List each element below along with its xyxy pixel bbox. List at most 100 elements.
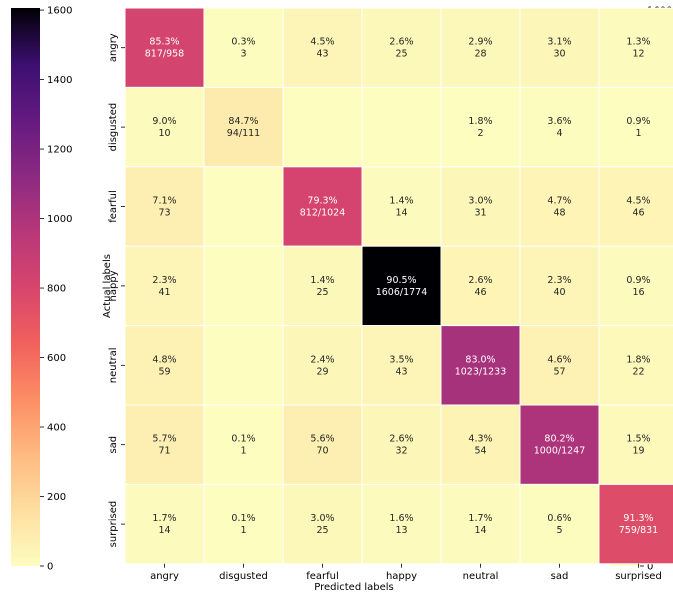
cell-percent-label: 4.6% (547, 354, 571, 365)
heatmap-cell (282, 404, 363, 485)
heatmap-cell (203, 325, 284, 406)
x-axis-label: Predicted labels (314, 582, 394, 593)
x-tick-label: angry (150, 571, 179, 582)
heatmap-cell (124, 7, 205, 88)
cell-percent-label: 1.7% (152, 513, 176, 524)
cell-count-label: 32 (395, 446, 407, 457)
heatmap-cell (124, 245, 205, 327)
cell-count-label: 1 (635, 128, 641, 139)
heatmap-cell (598, 7, 673, 88)
heatmap-cell (203, 166, 284, 247)
colorbar-gradient (11, 8, 40, 566)
x-tick-label: surprised (615, 571, 662, 582)
cell-percent-label: 84.7% (228, 116, 258, 127)
heatmap-cell (282, 483, 363, 565)
heatmap-cell (203, 86, 284, 168)
cell-count-label: 14 (395, 208, 407, 219)
colorbar-tick-label: 1600 (47, 6, 72, 17)
cell-count-label: 54 (474, 446, 486, 457)
heatmap-cell (124, 166, 205, 247)
y-tick-label: angry (108, 33, 119, 62)
colorbar-tick-label: 800 (47, 284, 66, 295)
colorbar-tick-label: 1000 (47, 214, 72, 225)
colorbar-tick-label: 200 (47, 492, 66, 503)
cell-count-label: 40 (553, 287, 565, 298)
cell-count-label: 1 (240, 446, 246, 457)
cell-percent-label: 80.2% (544, 434, 574, 445)
heatmap-cell (124, 86, 205, 168)
heatmap-cell (203, 245, 284, 327)
cell-count-label: 30 (553, 49, 565, 60)
heatmap-cell (203, 7, 284, 88)
heatmap-cell (598, 166, 673, 247)
cell-count-label: 25 (316, 525, 328, 536)
heatmap-cell (282, 166, 363, 247)
y-tick-label: sad (108, 436, 119, 454)
heatmap-cell (598, 325, 673, 406)
heatmap-cell (440, 325, 521, 406)
cell-count-label: 46 (632, 208, 644, 219)
cell-count-label: 759/831 (619, 525, 658, 536)
heatmap-cell (598, 86, 673, 168)
cell-count-label: 1 (240, 525, 246, 536)
cell-percent-label: 1.8% (626, 354, 650, 365)
cell-count-label: 10 (158, 128, 170, 139)
cell-count-label: 14 (158, 525, 170, 536)
cell-count-label: 43 (316, 49, 328, 60)
cell-count-label: 16 (632, 287, 644, 298)
cell-count-label: 25 (395, 49, 407, 60)
cell-percent-label: 9.0% (152, 116, 176, 127)
cell-percent-label: 4.5% (310, 37, 334, 48)
colorbar-tick-label: 600 (47, 353, 66, 364)
cell-percent-label: 1.4% (389, 196, 413, 207)
cell-count-label: 46 (474, 287, 486, 298)
cell-count-label: 1000/1247 (534, 446, 586, 457)
x-tick-label: sad (551, 571, 569, 582)
cell-percent-label: 85.3% (149, 37, 179, 48)
cell-percent-label: 5.7% (152, 434, 176, 445)
cell-percent-label: 0.6% (547, 513, 571, 524)
cell-percent-label: 2.6% (468, 275, 492, 286)
y-tick-label: disgusted (108, 103, 119, 152)
heatmap-cell (519, 404, 600, 485)
heatmap-cell (361, 86, 442, 168)
y-tick-label: fearful (108, 190, 119, 223)
heatmap-cell (282, 7, 363, 88)
cell-count-label: 14 (474, 525, 486, 536)
cell-percent-label: 2.6% (389, 37, 413, 48)
heatmap-cell (519, 166, 600, 247)
cell-count-label: 5 (556, 525, 562, 536)
heatmap-cell (361, 404, 442, 485)
cell-percent-label: 91.3% (623, 513, 653, 524)
cell-percent-label: 0.1% (231, 434, 255, 445)
cell-percent-label: 3.5% (389, 354, 413, 365)
cell-count-label: 3 (240, 49, 246, 60)
heatmap-cell (361, 483, 442, 565)
cell-percent-label: 4.3% (468, 434, 492, 445)
cell-count-label: 4 (556, 128, 562, 139)
cell-count-label: 1606/1774 (376, 287, 428, 298)
cell-percent-label: 4.5% (626, 196, 650, 207)
x-axis-ticks: angry disgusted fearful happy neutral sad surp… (150, 563, 662, 582)
cell-percent-label: 3.6% (547, 116, 571, 127)
heatmap-cell (361, 325, 442, 406)
cell-count-label: 29 (316, 366, 328, 377)
cell-percent-label: 2.4% (310, 354, 334, 365)
colorbar-tick-label: 1200 (47, 145, 72, 156)
cell-percent-label: 1.4% (310, 275, 334, 286)
heatmap-cell (361, 7, 442, 88)
cell-percent-label: 2.6% (389, 434, 413, 445)
cell-count-label: 22 (632, 366, 644, 377)
y-tick-label: surprised (108, 501, 119, 548)
cell-count-label: 41 (158, 287, 170, 298)
cell-count-label: 71 (158, 446, 170, 457)
cell-percent-label: 3.0% (310, 513, 334, 524)
cell-percent-label: 1.8% (468, 116, 492, 127)
cell-count-label: 28 (474, 49, 486, 60)
cell-count-label: 94/111 (227, 128, 260, 139)
cell-count-label: 48 (553, 208, 565, 219)
heatmap-cell (282, 86, 363, 168)
colorbar-tick-label: 400 (47, 423, 66, 434)
heatmap-cell (203, 404, 284, 485)
